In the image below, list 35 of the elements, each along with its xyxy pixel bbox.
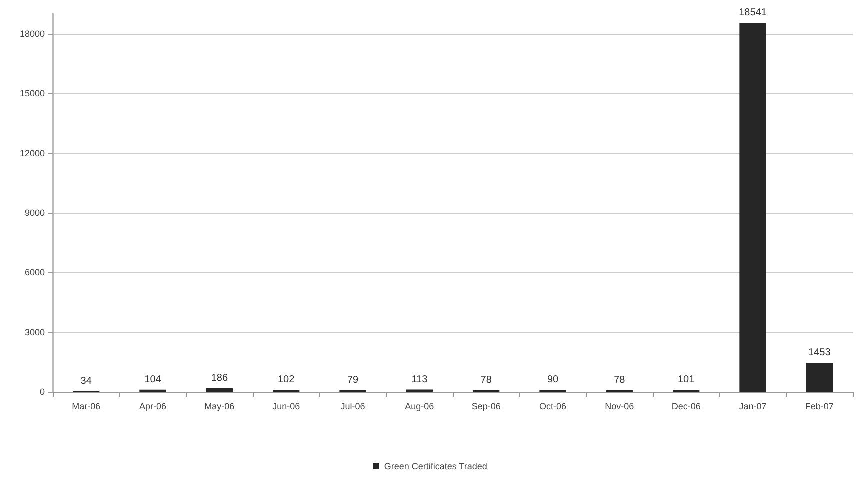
x-tick-label: Apr-06 <box>139 402 167 412</box>
y-tick-label: 12000 <box>20 148 45 158</box>
data-label: 186 <box>211 372 228 384</box>
data-label: 104 <box>144 374 162 386</box>
x-tick-label: Mar-06 <box>72 402 101 412</box>
bar <box>740 23 766 392</box>
data-label: 1453 <box>808 348 832 359</box>
x-tick-label: Sep-06 <box>472 402 501 412</box>
y-tick-label: 15000 <box>20 88 45 99</box>
y-tick-label: 6000 <box>24 268 45 278</box>
x-tick-label: Feb-07 <box>805 402 834 412</box>
data-label: 101 <box>678 374 696 386</box>
legend-label: Green Certificates Traded <box>384 462 488 472</box>
bar <box>206 388 233 392</box>
data-label: 113 <box>412 374 428 386</box>
data-label: 78 <box>614 374 626 386</box>
data-label: 18541 <box>739 8 768 19</box>
data-label: 34 <box>80 376 92 387</box>
x-tick-label: Jan-07 <box>739 402 767 412</box>
y-tick-label: 18000 <box>20 28 45 39</box>
x-tick-label: Aug-06 <box>405 402 434 412</box>
bar <box>806 363 833 392</box>
data-label: 78 <box>480 374 492 386</box>
x-tick-label: Nov-06 <box>605 402 634 412</box>
y-tick-label: 3000 <box>24 327 45 338</box>
x-tick-label: May-06 <box>204 402 235 412</box>
x-tick-label: Oct-06 <box>539 402 567 412</box>
x-tick-label: Dec-06 <box>672 402 701 412</box>
x-tick-label: Jun-06 <box>272 402 300 412</box>
y-tick-label: 9000 <box>24 208 45 218</box>
y-tick-label: 0 <box>40 387 45 397</box>
data-label: 90 <box>547 374 559 386</box>
data-label: 102 <box>278 374 296 386</box>
x-tick-label: Jul-06 <box>340 402 366 412</box>
data-label: 79 <box>347 374 359 386</box>
